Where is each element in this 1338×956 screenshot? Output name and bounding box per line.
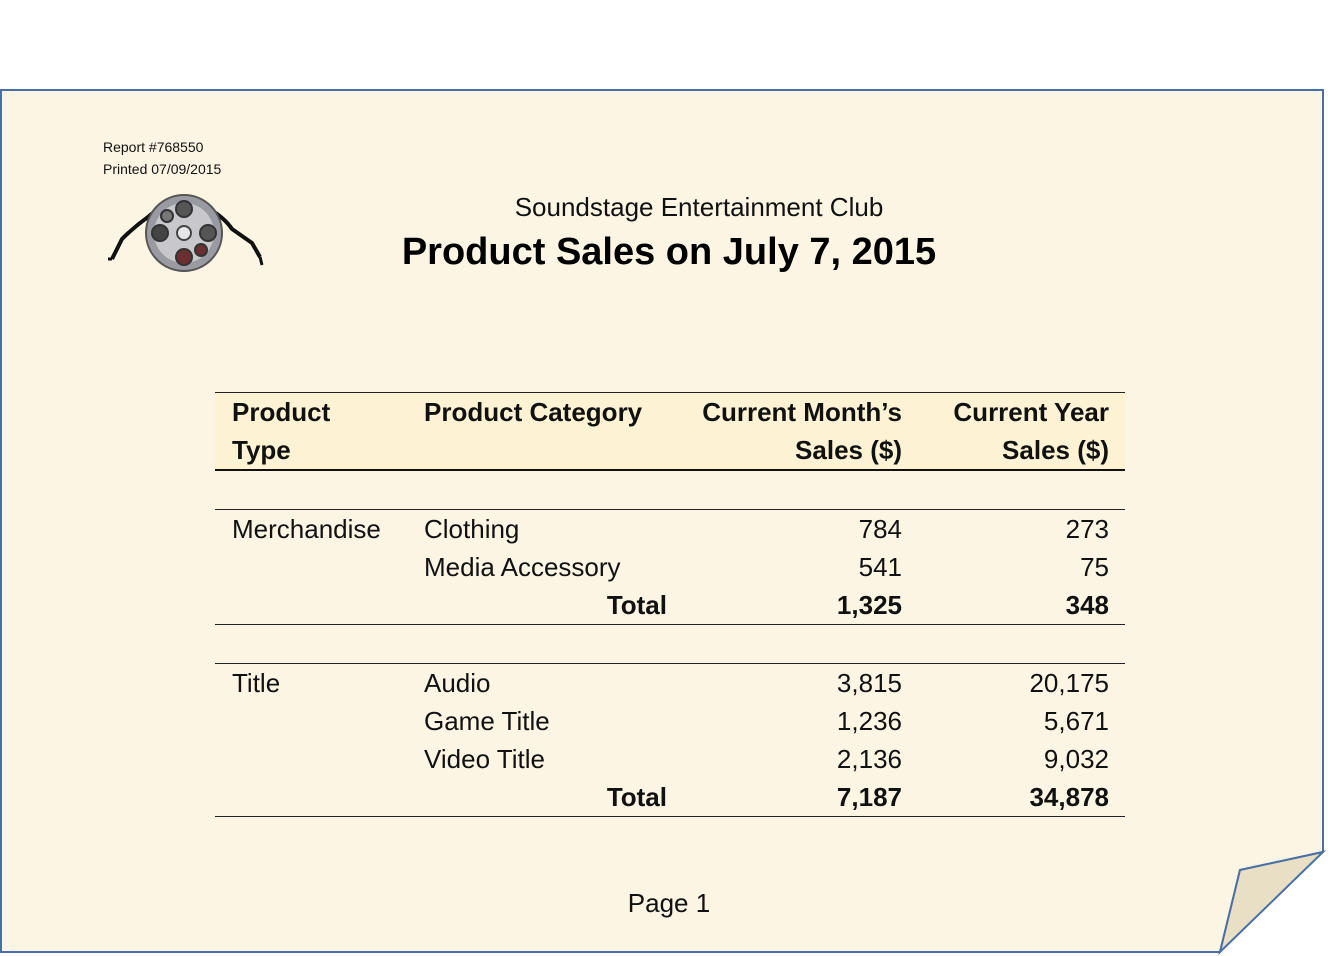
category-cell: Clothing [424, 513, 520, 544]
category-cell: Game Title [424, 705, 550, 736]
total-row: Total 1,325 348 [215, 586, 1125, 624]
year-sales-total: 34,878 [1029, 781, 1109, 812]
total-label: Total [606, 781, 667, 812]
report-id: Report #768550 [103, 139, 204, 155]
year-sales-cell: 20,175 [1029, 667, 1109, 698]
printed-date: Printed 07/09/2015 [103, 161, 222, 177]
total-label: Total [606, 589, 667, 620]
month-sales-cell: 541 [858, 551, 902, 582]
spacer-row [215, 471, 1125, 509]
table-row: Merchandise Clothing 784 273 [215, 510, 1125, 548]
table-header: Product Type Product Category Current Mo… [215, 392, 1125, 471]
year-sales-cell: 5,671 [1043, 705, 1109, 736]
month-sales-cell: 1,236 [836, 705, 902, 736]
sales-table: Product Type Product Category Current Mo… [215, 392, 1125, 817]
year-sales-cell: 9,032 [1043, 743, 1109, 774]
product-type-cell: Merchandise [232, 513, 381, 544]
page-number: Page 1 [627, 888, 711, 918]
month-sales-cell: 2,136 [836, 743, 902, 774]
year-sales-cell: 75 [1080, 551, 1109, 582]
table-row: Video Title 2,136 9,032 [215, 740, 1125, 778]
month-sales-total: 1,325 [836, 589, 902, 620]
column-header-product-category: Product Category [424, 397, 643, 427]
month-sales-cell: 784 [858, 513, 902, 544]
column-header-product-type: Product Type [232, 397, 331, 465]
report-title: Product Sales on July 7, 2015 [401, 231, 937, 273]
table-row: Media Accessory 541 75 [215, 548, 1125, 586]
total-row: Total 7,187 34,878 [215, 778, 1125, 816]
table-row: Game Title 1,236 5,671 [215, 702, 1125, 740]
group-merchandise: Merchandise Clothing 784 273 Media Acces… [215, 509, 1125, 625]
product-type-cell: Title [232, 667, 281, 698]
film-reel-icon [108, 194, 264, 272]
year-sales-total: 348 [1065, 589, 1109, 620]
column-header-month-sales: Current Month’s Sales ($) [702, 397, 902, 465]
table-row: Title Audio 3,815 20,175 [215, 664, 1125, 702]
spacer-row [215, 625, 1125, 663]
column-header-year-sales: Current Year Sales ($) [953, 397, 1109, 465]
category-cell: Video Title [424, 743, 545, 774]
club-name: Soundstage Entertainment Club [514, 192, 884, 222]
category-cell: Audio [424, 667, 491, 698]
year-sales-cell: 273 [1065, 513, 1109, 544]
category-cell: Media Accessory [424, 551, 621, 582]
month-sales-total: 7,187 [836, 781, 902, 812]
month-sales-cell: 3,815 [836, 667, 902, 698]
page-curl [1218, 850, 1327, 956]
group-title: Title Audio 3,815 20,175 Game Title 1,23… [215, 663, 1125, 817]
